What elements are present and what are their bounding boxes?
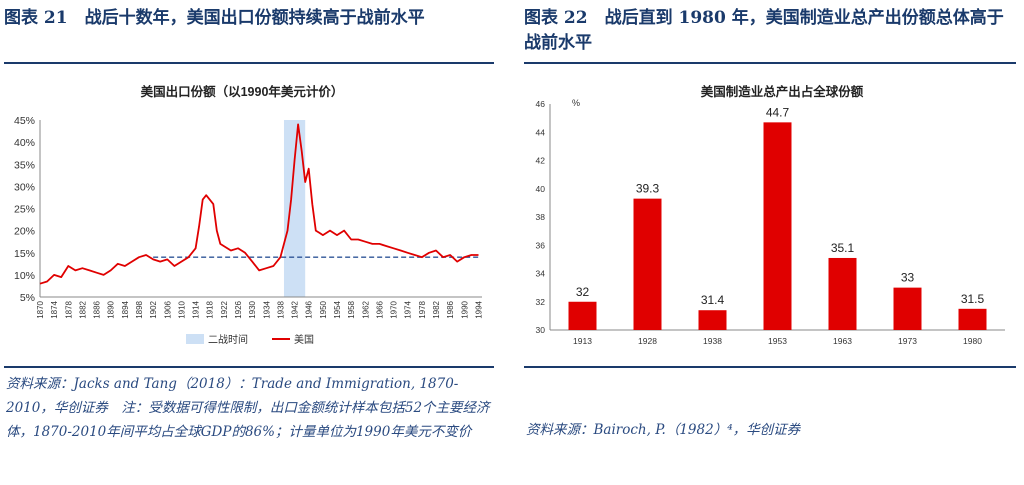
data-label-1938: 31.4	[701, 293, 725, 307]
x-tick-label: 1928	[638, 336, 657, 346]
legend-label-wwii: 二战时间	[208, 333, 248, 346]
x-tick-label: 1874	[50, 300, 59, 318]
y-tick-label: 46	[536, 99, 546, 109]
x-tick-label: 1913	[573, 336, 592, 346]
x-tick-label: 1986	[446, 300, 455, 318]
x-tick-label: 1962	[361, 300, 370, 318]
y-tick-label: 40%	[14, 137, 35, 149]
right-title-rule	[524, 62, 1016, 64]
x-tick-label: 1894	[121, 300, 130, 318]
y-tick-label: 25%	[14, 204, 35, 216]
right-figure-title: 图表 22 战后直到 1980 年，美国制造业总产出份额总体高于战前水平	[524, 8, 1004, 53]
data-label-1913: 32	[576, 285, 590, 299]
x-tick-label: 1938	[703, 336, 722, 346]
series-line-usa	[39, 123, 479, 285]
y-tick-label: 36	[536, 240, 546, 250]
x-tick-label: 1954	[333, 300, 342, 318]
bar-1938	[698, 310, 727, 330]
right-panel: 图表 22 战后直到 1980 年，美国制造业总产出份额总体高于战前水平 美国制…	[520, 0, 1020, 485]
y-tick-label: 30	[536, 325, 546, 335]
chart-title: 美国制造业总产出占全球份额	[701, 84, 864, 99]
x-tick-label: 1870	[36, 300, 45, 318]
x-tick-label: 1994	[474, 300, 483, 318]
bar-1973	[893, 287, 922, 330]
x-tick-label: 1980	[963, 336, 982, 346]
left-figure-title: 图表 21 战后十数年，美国出口份额持续高于战前水平	[4, 8, 425, 28]
left-source-note: 资料来源：Jacks and Tang（2018）：Trade and Immi…	[6, 376, 490, 440]
x-tick-label: 1926	[234, 300, 243, 318]
x-tick-label: 1966	[375, 300, 384, 318]
wwii-shade	[283, 120, 306, 297]
x-tick-label: 1878	[64, 300, 73, 318]
right-source-note: 资料来源：Bairoch, P.（1982）⁴，华创证券	[526, 422, 801, 438]
x-tick-label: 1974	[404, 300, 413, 318]
x-tick-label: 1950	[319, 300, 328, 318]
x-tick-label: 1938	[276, 300, 285, 318]
left-source-rule	[4, 366, 494, 368]
y-tick-label: 20%	[14, 226, 35, 238]
x-tick-label: 1953	[768, 336, 787, 346]
x-tick-label: 1982	[432, 300, 441, 318]
y-tick-label: 38	[536, 212, 546, 222]
y-unit-label: %	[572, 98, 580, 108]
x-tick-label: 1922	[220, 300, 229, 318]
x-tick-label: 1882	[78, 300, 87, 318]
bar-1953	[763, 122, 792, 330]
data-label-1953: 44.7	[766, 105, 790, 119]
bar-1913	[568, 301, 597, 330]
x-tick-label: 1910	[177, 300, 186, 318]
export-share-line-chart: 美国出口份额（以1990年美元计价） 5% 10% 15% 20% 25% 30% 35% 40…	[14, 84, 483, 346]
y-tick-label: 45%	[14, 115, 35, 127]
y-tick-label: 42	[536, 156, 546, 166]
left-title-rule	[4, 62, 494, 64]
left-panel: 图表 21 战后十数年，美国出口份额持续高于战前水平 美国出口份额（以1990年…	[0, 0, 498, 485]
manufacturing-share-bar-chart: 美国制造业总产出占全球份额% 30 32 34 36 38 40 42 44 46 32 1913 39…	[536, 84, 1005, 346]
right-source-rule	[524, 366, 1016, 368]
y-tick-label: 32	[536, 297, 546, 307]
legend-label-usa: 美国	[294, 333, 314, 346]
y-tick-label: 40	[536, 184, 546, 194]
x-tick-label: 1970	[390, 300, 399, 318]
y-tick-label: 44	[536, 127, 546, 137]
x-tick-label: 1930	[248, 300, 257, 318]
x-tick-label: 1942	[291, 300, 300, 318]
y-tick-label: 34	[536, 269, 546, 279]
bar-1980	[958, 308, 987, 330]
y-tick-label: 35%	[14, 159, 35, 171]
x-tick-label: 1886	[93, 300, 102, 318]
x-tick-label: 1946	[305, 300, 314, 318]
data-label-1973: 33	[901, 271, 915, 285]
data-label-1980: 31.5	[961, 292, 985, 306]
x-tick-label: 1890	[107, 300, 116, 318]
x-tick-label: 1934	[262, 300, 271, 318]
x-tick-label: 1906	[163, 300, 172, 318]
x-tick-label: 1973	[898, 336, 917, 346]
x-tick-label: 1898	[135, 300, 144, 318]
x-tick-label: 1963	[833, 336, 852, 346]
legend-swatch-wwii	[186, 334, 204, 344]
x-tick-label: 1902	[149, 300, 158, 318]
y-tick-label: 5%	[20, 292, 35, 304]
bar-1963	[828, 257, 857, 330]
x-tick-label: 1958	[347, 300, 356, 318]
y-tick-label: 10%	[14, 270, 35, 282]
data-label-1963: 35.1	[831, 241, 855, 255]
x-tick-label: 1918	[206, 300, 215, 318]
data-label-1928: 39.3	[636, 182, 660, 196]
x-tick-label: 1990	[460, 300, 469, 318]
bar-1928	[633, 198, 662, 330]
y-tick-label: 30%	[14, 181, 35, 193]
y-tick-label: 15%	[14, 248, 35, 260]
chart-title: 美国出口份额（以1990年美元计价）	[141, 84, 344, 99]
x-tick-label: 1978	[418, 300, 427, 318]
x-tick-label: 1914	[192, 300, 201, 318]
